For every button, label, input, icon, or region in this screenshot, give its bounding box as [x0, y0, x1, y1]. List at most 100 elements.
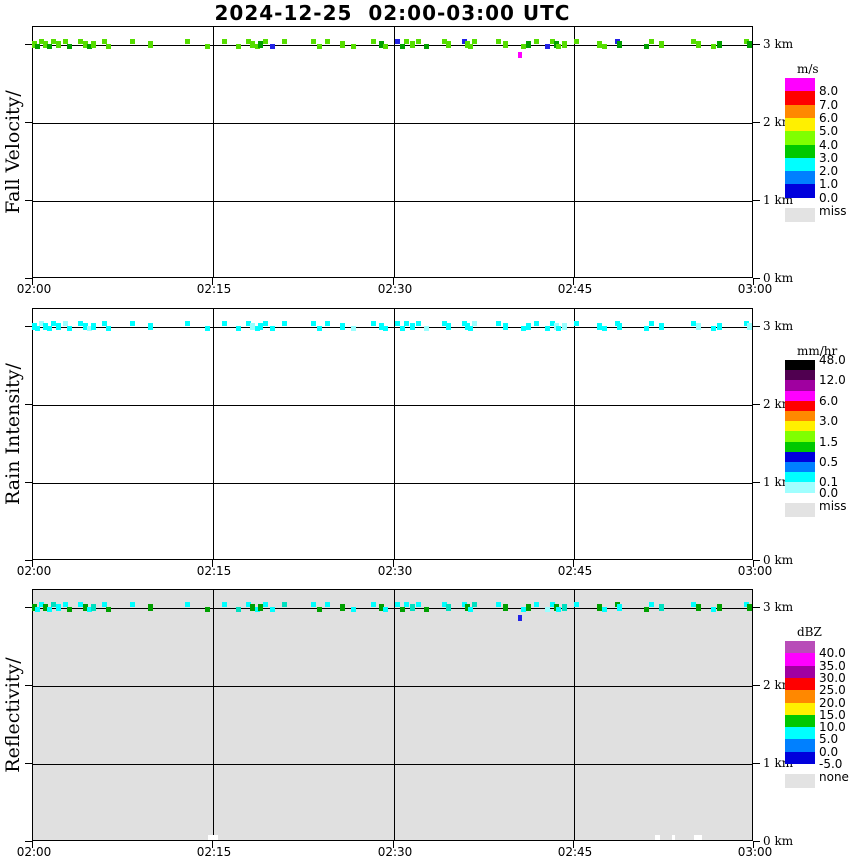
- data-point: [562, 41, 567, 48]
- height-tick: [25, 278, 32, 279]
- height-tick-label: 3 km: [763, 319, 794, 333]
- data-point: [659, 41, 664, 48]
- data-point: [222, 602, 227, 607]
- height-tick: [753, 841, 760, 842]
- data-point: [696, 323, 701, 330]
- data-point: [246, 39, 251, 44]
- time-tick-label: 02:45: [557, 282, 593, 296]
- data-point: [250, 41, 255, 48]
- colorbar-value-label: 0.1: [819, 475, 839, 490]
- data-point: [556, 607, 561, 612]
- data-point: [496, 321, 501, 326]
- data-point-outlier: [518, 615, 522, 621]
- data-point: [496, 39, 501, 44]
- data-point: [410, 604, 415, 611]
- time-tick: [753, 560, 754, 567]
- data-point: [496, 602, 501, 607]
- time-tick-label: 02:30: [377, 282, 413, 296]
- data-point: [47, 44, 52, 49]
- height-tick-label: 0 km: [763, 834, 794, 848]
- time-gridline: [213, 309, 214, 559]
- data-point: [51, 602, 56, 607]
- colorbar-segment: [785, 171, 815, 185]
- time-tick: [212, 278, 213, 285]
- data-point: [106, 607, 111, 612]
- height-tick: [753, 200, 760, 201]
- height-tick: [25, 763, 32, 764]
- colorbar-segment: [785, 370, 815, 381]
- data-point: [744, 602, 749, 607]
- height-tick: [25, 560, 32, 561]
- data-point: [521, 607, 526, 612]
- height-tick: [25, 841, 32, 842]
- data-point-ground: [672, 835, 675, 840]
- data-point: [246, 602, 251, 607]
- height-tick-label: 3 km: [763, 37, 794, 51]
- height-gridline: [33, 201, 752, 202]
- colorbar-segment: [785, 714, 815, 728]
- height-tick-label: 0 km: [763, 553, 794, 567]
- data-point: [246, 321, 251, 326]
- data-point: [236, 607, 241, 612]
- time-tick-label: 02:00: [16, 282, 52, 296]
- data-point: [91, 604, 96, 611]
- data-point: [270, 607, 275, 612]
- data-point: [711, 607, 716, 612]
- colorbar-segment: [785, 653, 815, 667]
- data-point: [410, 323, 415, 330]
- data-point: [383, 607, 388, 612]
- data-point: [503, 604, 508, 611]
- data-point: [67, 326, 72, 331]
- data-point: [395, 602, 400, 607]
- page-title: 2024-12-25 02:00-03:00 UTC: [214, 1, 571, 25]
- time-tick-label: 03:00: [737, 282, 773, 296]
- data-point: [32, 604, 37, 611]
- data-point: [148, 323, 153, 330]
- data-point: [371, 39, 376, 44]
- height-gridline: [33, 686, 752, 687]
- data-point: [597, 41, 602, 48]
- data-point: [83, 604, 88, 611]
- time-tick: [393, 560, 394, 567]
- data-point: [416, 602, 421, 607]
- colorbar-segment: [785, 451, 815, 463]
- data-point: [503, 41, 508, 48]
- data-point: [424, 44, 429, 49]
- data-point: [185, 321, 190, 326]
- colorbar-value-label: 10.0: [819, 720, 846, 735]
- data-point: [534, 602, 539, 607]
- plot-panel-rain-intensity: [32, 308, 753, 560]
- data-point: [379, 41, 384, 48]
- data-point: [747, 323, 752, 330]
- plot-panel-fall-velocity: [32, 26, 753, 278]
- time-tick: [212, 841, 213, 848]
- data-point: [404, 602, 409, 607]
- data-point: [32, 323, 37, 330]
- data-point: [258, 604, 263, 611]
- time-tick-label: 02:00: [16, 845, 52, 859]
- time-tick-label: 02:00: [16, 564, 52, 578]
- colorbar-value-label: 35.0: [819, 658, 846, 673]
- data-point: [78, 602, 83, 607]
- data-point: [446, 323, 451, 330]
- data-point: [35, 607, 40, 612]
- time-tick: [32, 841, 33, 848]
- data-point: [255, 326, 260, 331]
- data-point: [258, 41, 263, 48]
- data-point: [91, 41, 96, 48]
- data-point: [325, 321, 330, 326]
- data-point: [526, 41, 531, 48]
- colorbar-value-label: 5.0: [819, 124, 839, 139]
- time-tick: [212, 560, 213, 567]
- data-point: [83, 323, 88, 330]
- data-point: [255, 44, 260, 49]
- data-point: [545, 44, 550, 49]
- data-point: [717, 41, 722, 48]
- height-tick: [25, 607, 32, 608]
- data-point: [270, 44, 275, 49]
- colorbar-value-label: 48.0: [819, 353, 846, 367]
- data-point: [205, 326, 210, 331]
- data-point: [462, 321, 467, 326]
- colorbar-segment: [785, 472, 815, 483]
- colorbar-value-label: 6.0: [819, 393, 839, 408]
